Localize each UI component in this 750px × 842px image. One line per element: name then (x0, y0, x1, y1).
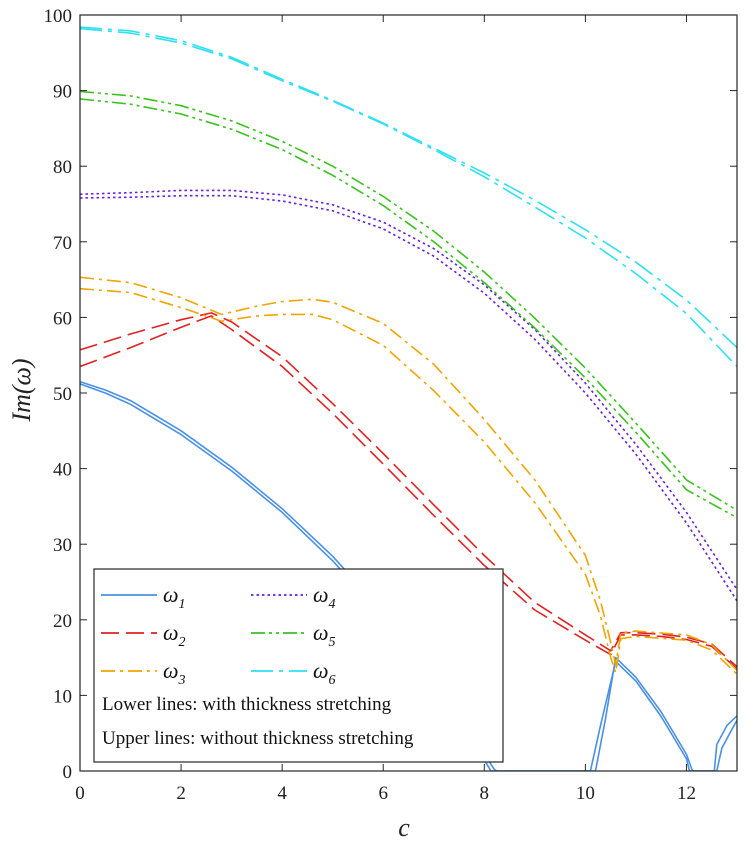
legend-note-1: Lower lines: with thickness stretching (102, 694, 392, 715)
legend-label-4: ω4 (313, 582, 336, 612)
series-line-4-upper (80, 189, 737, 591)
y-tick-label: 70 (53, 233, 72, 254)
series-line-5-upper (80, 90, 737, 511)
legend-label-3: ω3 (163, 658, 186, 688)
series-line-3-lower (80, 287, 737, 675)
x-tick-label: 2 (176, 783, 186, 804)
series-line-1-upper (80, 380, 737, 771)
y-tick-label: 0 (63, 762, 73, 783)
y-tick-label: 20 (53, 611, 72, 632)
y-tick-label: 50 (53, 384, 72, 405)
series-line-5-lower (80, 98, 737, 519)
legend-label-5: ω5 (313, 620, 336, 650)
x-tick-label: 8 (480, 783, 490, 804)
legend-label-6: ω6 (313, 658, 336, 688)
series-line-2-lower (80, 315, 737, 670)
series-line-2-upper (80, 312, 737, 668)
y-tick-label: 90 (53, 82, 72, 103)
y-tick-label: 30 (53, 535, 72, 556)
plot-area (80, 26, 737, 771)
legend-note-2: Upper lines: without thickness stretchin… (102, 728, 414, 749)
series-line-4-lower (80, 194, 737, 602)
x-axis-label: c (398, 813, 410, 842)
x-tick-label: 12 (677, 783, 696, 804)
y-tick-label: 60 (53, 308, 72, 329)
y-tick-label: 100 (44, 6, 73, 27)
legend-box (93, 568, 504, 763)
y-tick-label: 40 (53, 460, 72, 481)
x-tick-label: 10 (576, 783, 595, 804)
y-axis-label: Im(ω) (7, 358, 36, 422)
series-line-6-upper (80, 26, 737, 349)
legend-label-1: ω1 (163, 582, 186, 612)
series-line-1-lower (80, 383, 737, 771)
series-line-6-lower (80, 27, 737, 368)
x-tick-label: 4 (277, 783, 287, 804)
legend: ω1 ω2 ω3 ω4 ω5 ω6 Lower lines: with thickness … (93, 568, 504, 763)
legend-label-2: ω2 (163, 620, 186, 650)
y-tick-label: 10 (53, 686, 72, 707)
x-tick-label: 0 (75, 783, 85, 804)
tick-labels: 0 2 4 6 8 10 12 0 10 20 30 40 50 60 70 80 90 100 (44, 6, 737, 804)
x-tick-label: 6 (378, 783, 388, 804)
y-tick-label: 80 (53, 157, 72, 178)
